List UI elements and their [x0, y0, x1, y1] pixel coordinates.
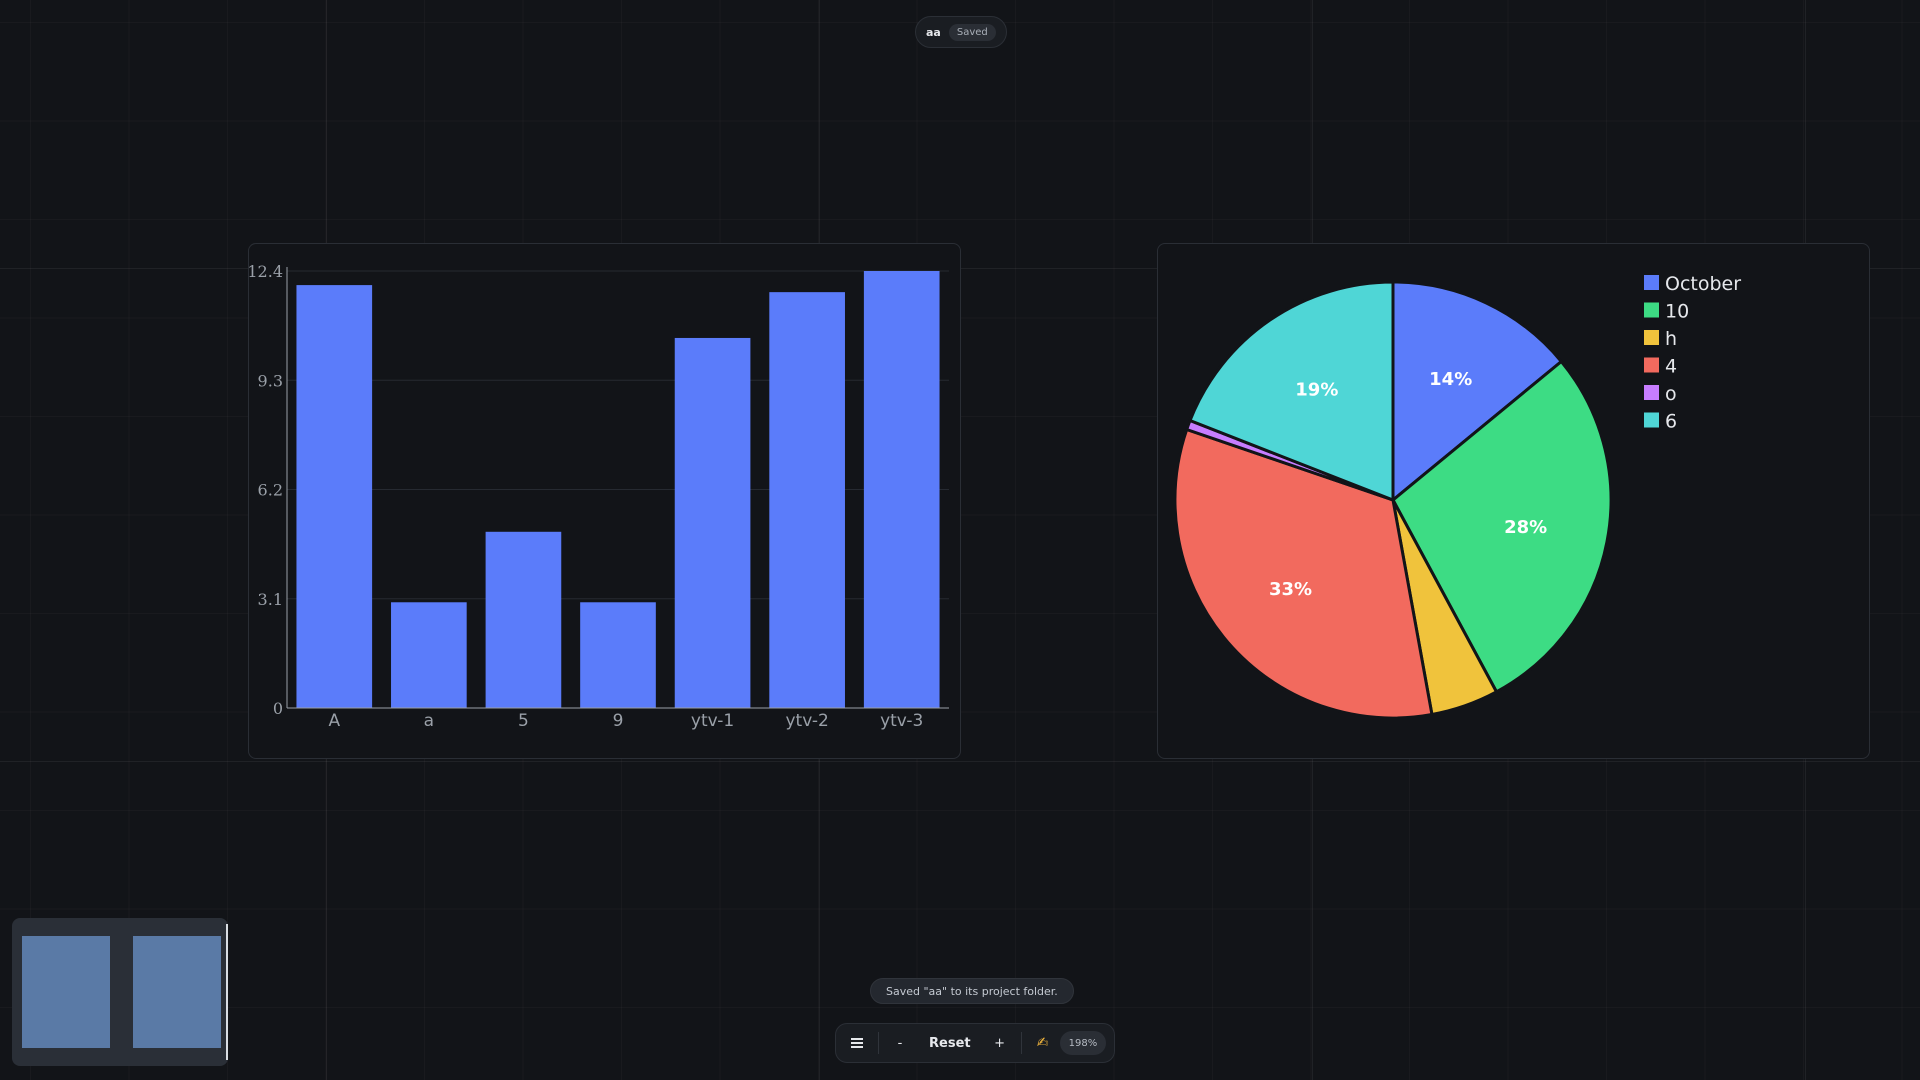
x-category-label: ytv-1	[691, 711, 734, 731]
x-category-label: a	[424, 711, 434, 731]
y-tick-label: 9.3	[258, 371, 283, 390]
menu-button[interactable]	[844, 1029, 870, 1057]
bar-9[interactable]	[580, 602, 656, 708]
pie-chart: 14% 28% 33% 19% October 10 h 4 o 6	[1173, 273, 1741, 720]
y-tick-label: 3.1	[258, 590, 283, 609]
bar-ytv-3[interactable]	[863, 271, 940, 708]
zoom-level-indicator: 198%	[1059, 1031, 1107, 1055]
pie-chart-panel[interactable]: 14% 28% 33% 19% October 10 h 4 o 6	[1157, 243, 1870, 759]
zoom-out-button[interactable]: -	[887, 1029, 913, 1057]
pie-slice-label: 28%	[1504, 517, 1547, 538]
legend-label: o	[1665, 383, 1677, 405]
bar-A[interactable]	[296, 285, 373, 708]
pie-slice-6[interactable]	[1188, 280, 1395, 502]
x-category-label: ytv-3	[880, 711, 923, 731]
toolbar-divider	[878, 1032, 879, 1054]
pie-slice-label: 33%	[1269, 579, 1312, 600]
zoom-in-button[interactable]: +	[987, 1029, 1013, 1057]
legend-swatch	[1644, 385, 1659, 400]
save-status-badge: Saved	[948, 23, 996, 41]
y-tick-label: 12.4	[249, 262, 283, 281]
x-category-label: 5	[518, 711, 529, 731]
pie-slice-label: 14%	[1429, 369, 1472, 390]
pie-slice-10[interactable]	[1391, 359, 1613, 694]
legend-swatch	[1644, 275, 1659, 290]
reset-zoom-button[interactable]: Reset	[917, 1029, 983, 1057]
legend-label: October	[1665, 273, 1741, 295]
x-category-label: 9	[613, 711, 624, 731]
legend-swatch	[1644, 412, 1659, 428]
document-name: aa	[926, 25, 941, 39]
minimap-pie-chart-thumb[interactable]	[133, 936, 221, 1048]
legend-label: 6	[1665, 411, 1677, 433]
pie-slice-label: 19%	[1295, 379, 1338, 400]
legend-swatch	[1644, 330, 1659, 345]
toolbar-divider	[1020, 1032, 1022, 1054]
legend-swatch	[1644, 302, 1659, 318]
hand-pointer-icon: ✍	[1036, 1035, 1049, 1051]
minimap-bar-chart-thumb[interactable]	[22, 936, 110, 1048]
y-tick-label: 6.2	[258, 481, 283, 500]
legend-label: 10	[1665, 301, 1689, 323]
pie-slice-October[interactable]	[1391, 280, 1563, 502]
x-category-label: ytv-2	[786, 711, 829, 731]
legend-swatch	[1644, 357, 1659, 373]
legend-label: 4	[1665, 356, 1677, 378]
pie-slice-4[interactable]	[1173, 428, 1434, 720]
toast-message: Saved "aa" to its project folder.	[870, 978, 1074, 1004]
legend-label: h	[1665, 328, 1677, 350]
bar-ytv-1[interactable]	[674, 337, 751, 708]
x-category-label: A	[328, 711, 340, 731]
hand-tool-button[interactable]: ✍	[1030, 1029, 1056, 1057]
y-tick-label: 0	[273, 699, 283, 718]
minimap[interactable]	[12, 918, 228, 1066]
bottom-toolbar: - Reset + ✍ 198%	[835, 1023, 1116, 1063]
bar-chart: 0 3.1 6.2 9.3 12.4 A a 5 9 ytv-1 ytv-2 ytv-3	[249, 262, 949, 731]
document-title-pill[interactable]: aa Saved	[915, 16, 1007, 48]
hamburger-icon	[851, 1038, 863, 1048]
bar-a[interactable]	[391, 602, 467, 708]
minimap-viewport-indicator[interactable]	[226, 924, 228, 1060]
bar-5[interactable]	[485, 531, 562, 708]
bar-ytv-2[interactable]	[769, 292, 845, 708]
